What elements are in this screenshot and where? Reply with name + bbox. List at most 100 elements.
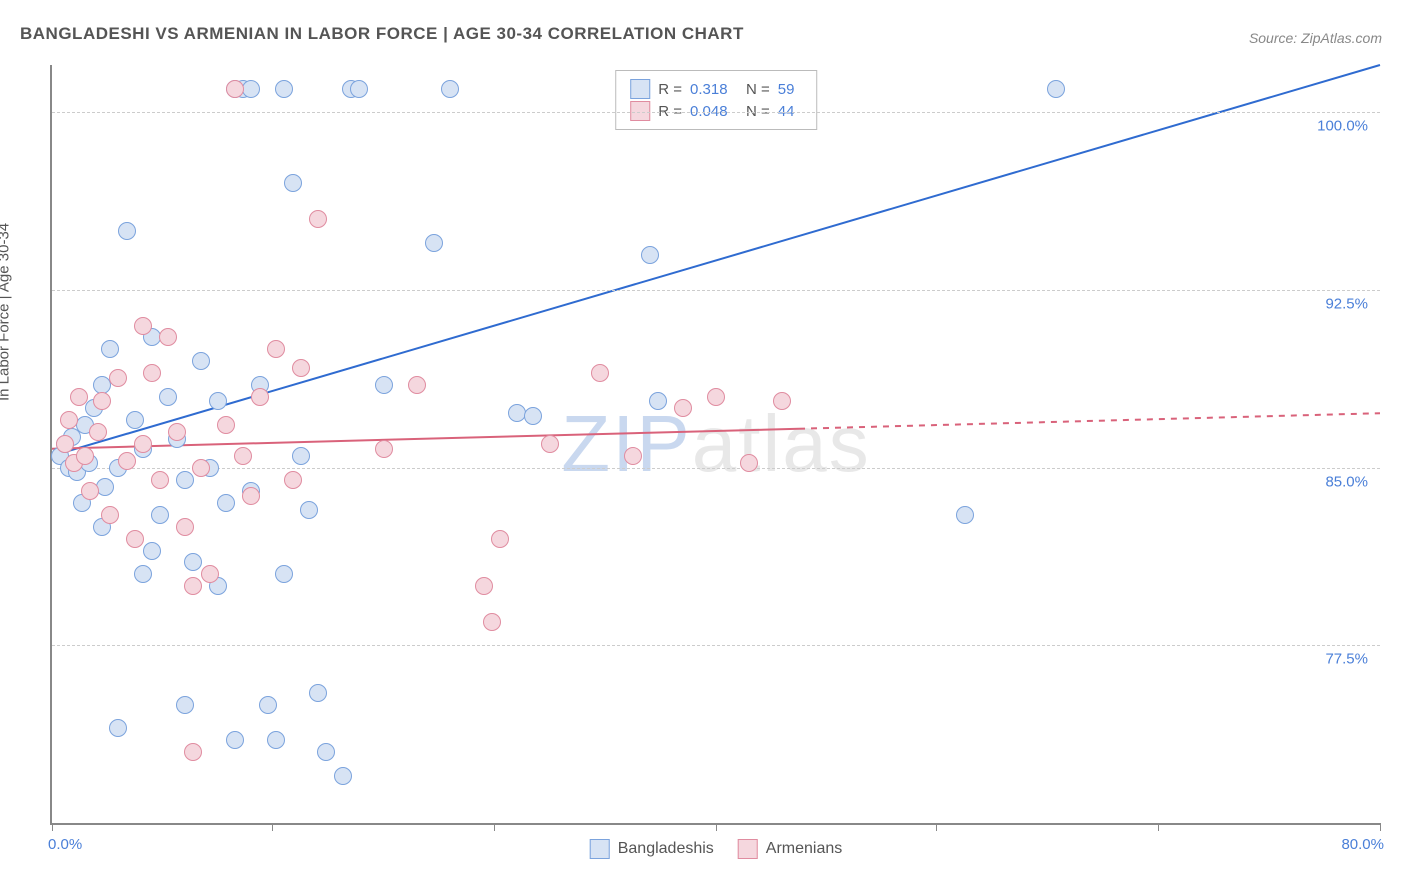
n-label: N = <box>746 103 770 120</box>
data-point <box>475 577 493 595</box>
data-point <box>300 501 318 519</box>
data-point <box>242 487 260 505</box>
data-point <box>740 454 758 472</box>
x-tick <box>716 823 717 831</box>
y-tick-label: 77.5% <box>1325 651 1368 668</box>
data-point <box>201 565 219 583</box>
n-value-bangladeshis: 59 <box>778 81 802 98</box>
data-point <box>674 399 692 417</box>
data-point <box>541 435 559 453</box>
data-point <box>226 731 244 749</box>
trend-lines-layer <box>52 65 1380 823</box>
data-point <box>508 404 526 422</box>
trend-line-dashed <box>799 413 1380 429</box>
swatch-bangladeshis <box>630 79 650 99</box>
legend-label-bangladeshis: Bangladeshis <box>618 840 714 858</box>
data-point <box>334 767 352 785</box>
x-axis-end-label: 80.0% <box>1341 836 1384 853</box>
chart-container: BANGLADESHI VS ARMENIAN IN LABOR FORCE |… <box>0 0 1406 892</box>
data-point <box>93 392 111 410</box>
data-point <box>773 392 791 410</box>
data-point <box>956 506 974 524</box>
data-point <box>649 392 667 410</box>
r-value-bangladeshis: 0.318 <box>690 81 738 98</box>
legend-item-armenians: Armenians <box>738 839 842 859</box>
legend-label-armenians: Armenians <box>766 840 842 858</box>
data-point <box>284 471 302 489</box>
x-tick <box>52 823 53 831</box>
x-tick <box>494 823 495 831</box>
n-label: N = <box>746 81 770 98</box>
data-point <box>408 376 426 394</box>
trend-line <box>52 429 799 449</box>
series-legend: Bangladeshis Armenians <box>590 839 843 859</box>
data-point <box>591 364 609 382</box>
data-point <box>151 506 169 524</box>
data-point <box>242 80 260 98</box>
data-point <box>192 352 210 370</box>
data-point <box>81 482 99 500</box>
watermark-part1: ZIP <box>561 399 691 488</box>
data-point <box>159 328 177 346</box>
data-point <box>707 388 725 406</box>
data-point <box>641 246 659 264</box>
data-point <box>275 80 293 98</box>
r-value-armenians: 0.048 <box>690 103 738 120</box>
data-point <box>350 80 368 98</box>
n-value-armenians: 44 <box>778 103 802 120</box>
data-point <box>109 719 127 737</box>
watermark: ZIPatlas <box>561 398 870 490</box>
gridline <box>52 112 1380 113</box>
data-point <box>317 743 335 761</box>
data-point <box>375 440 393 458</box>
data-point <box>184 577 202 595</box>
legend-row-armenians: R = 0.048 N = 44 <box>630 101 802 121</box>
data-point <box>109 369 127 387</box>
data-point <box>292 447 310 465</box>
data-point <box>284 174 302 192</box>
legend-item-bangladeshis: Bangladeshis <box>590 839 714 859</box>
data-point <box>118 452 136 470</box>
x-tick <box>936 823 937 831</box>
x-tick <box>272 823 273 831</box>
data-point <box>60 411 78 429</box>
data-point <box>1047 80 1065 98</box>
source-attribution: Source: ZipAtlas.com <box>1249 30 1382 46</box>
data-point <box>93 376 111 394</box>
chart-title: BANGLADESHI VS ARMENIAN IN LABOR FORCE |… <box>20 24 744 44</box>
data-point <box>192 459 210 477</box>
data-point <box>143 364 161 382</box>
data-point <box>491 530 509 548</box>
data-point <box>259 696 277 714</box>
data-point <box>624 447 642 465</box>
swatch-bangladeshis-icon <box>590 839 610 859</box>
y-tick-label: 92.5% <box>1325 296 1368 313</box>
data-point <box>251 388 269 406</box>
data-point <box>118 222 136 240</box>
data-point <box>134 317 152 335</box>
data-point <box>176 471 194 489</box>
data-point <box>441 80 459 98</box>
data-point <box>134 435 152 453</box>
r-label: R = <box>658 81 682 98</box>
data-point <box>234 447 252 465</box>
gridline <box>52 290 1380 291</box>
data-point <box>159 388 177 406</box>
data-point <box>267 340 285 358</box>
x-tick <box>1380 823 1381 831</box>
data-point <box>76 447 94 465</box>
data-point <box>217 416 235 434</box>
swatch-armenians <box>630 101 650 121</box>
legend-row-bangladeshis: R = 0.318 N = 59 <box>630 79 802 99</box>
data-point <box>524 407 542 425</box>
swatch-armenians-icon <box>738 839 758 859</box>
data-point <box>143 542 161 560</box>
data-point <box>168 423 186 441</box>
data-point <box>126 411 144 429</box>
data-point <box>184 553 202 571</box>
data-point <box>209 392 227 410</box>
data-point <box>184 743 202 761</box>
data-point <box>226 80 244 98</box>
data-point <box>309 684 327 702</box>
y-tick-label: 85.0% <box>1325 473 1368 490</box>
